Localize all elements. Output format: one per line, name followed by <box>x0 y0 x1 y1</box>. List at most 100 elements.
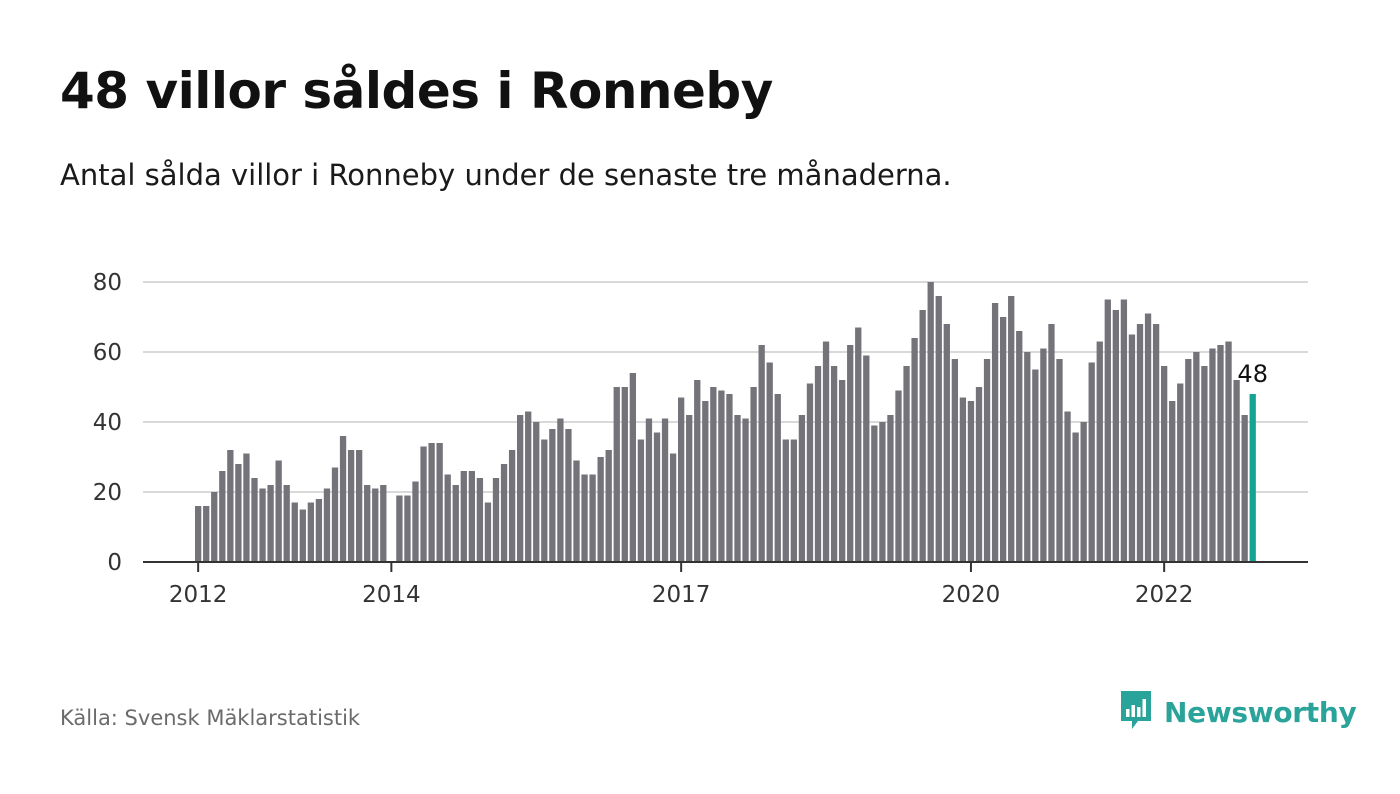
bar <box>710 387 717 562</box>
bar <box>1185 359 1192 562</box>
x-tick-label: 2017 <box>652 582 711 608</box>
bar <box>1152 324 1160 562</box>
bar <box>1112 310 1119 562</box>
bar <box>1064 411 1071 562</box>
bar <box>299 509 306 562</box>
bar <box>1225 341 1232 562</box>
y-tick-label: 60 <box>93 340 122 366</box>
bar <box>468 471 475 562</box>
bar <box>565 429 572 562</box>
bar <box>782 439 789 562</box>
bar <box>895 390 902 562</box>
bar <box>211 492 218 562</box>
bar <box>541 439 548 562</box>
bar <box>871 425 878 562</box>
bar <box>1056 359 1063 562</box>
bar <box>669 453 677 562</box>
bar <box>830 366 838 562</box>
bar <box>412 481 419 562</box>
bar <box>991 303 999 562</box>
y-tick-label: 40 <box>93 410 122 436</box>
x-tick-label: 2020 <box>942 582 1001 608</box>
bar <box>589 474 596 562</box>
bar <box>476 478 484 562</box>
bar <box>492 478 500 562</box>
bar <box>1136 324 1144 562</box>
bar <box>1024 352 1031 562</box>
bar <box>1080 422 1087 562</box>
bar <box>758 345 765 562</box>
bar <box>1040 348 1047 562</box>
bar <box>1161 366 1168 562</box>
bar <box>951 359 958 562</box>
bar <box>1088 362 1095 562</box>
bar <box>1096 341 1103 562</box>
bar <box>364 485 371 562</box>
bar <box>766 362 773 562</box>
bar <box>203 506 210 562</box>
bar <box>557 418 564 562</box>
chart-subtitle: Antal sålda villor i Ronneby under de se… <box>60 158 952 192</box>
x-tick-label: 2022 <box>1135 582 1194 608</box>
bar <box>718 390 725 562</box>
bar <box>1072 432 1079 562</box>
bar <box>822 341 830 562</box>
bar <box>927 282 934 562</box>
bar <box>323 488 331 562</box>
bar <box>774 394 781 562</box>
bar <box>1241 415 1248 562</box>
bar <box>1209 348 1216 562</box>
bar <box>525 411 532 562</box>
bar <box>1000 317 1007 562</box>
y-tick-label: 0 <box>107 550 122 576</box>
bar <box>798 415 806 562</box>
bar <box>1169 401 1176 562</box>
bar <box>814 366 822 562</box>
bar <box>436 443 443 562</box>
bar <box>444 474 451 562</box>
bar <box>903 366 910 562</box>
bar <box>839 380 846 562</box>
bar <box>1032 369 1039 562</box>
newsworthy-logo-icon <box>1118 688 1154 736</box>
brand-logo[interactable]: Newsworthy <box>1118 688 1357 736</box>
bar <box>847 345 854 562</box>
bar <box>694 380 701 562</box>
bar <box>686 415 693 562</box>
bar <box>967 401 975 562</box>
bar <box>315 499 323 562</box>
x-tick-label: 2014 <box>362 582 421 608</box>
bar <box>460 471 467 562</box>
bar <box>863 355 870 562</box>
bar <box>911 338 918 562</box>
bar <box>855 327 862 562</box>
bar <box>790 439 797 562</box>
bar <box>935 296 942 562</box>
bar <box>645 418 653 562</box>
bar-highlight <box>1249 394 1256 562</box>
bar <box>678 397 685 562</box>
source-note: Källa: Svensk Mäklarstatistik <box>60 706 361 730</box>
bar <box>452 485 459 562</box>
y-tick-label: 20 <box>93 480 122 506</box>
bar <box>1193 352 1200 562</box>
bar <box>428 443 435 562</box>
bar <box>726 394 733 562</box>
bar <box>887 415 894 562</box>
bar <box>1008 296 1015 562</box>
bar <box>259 488 266 562</box>
bar <box>1016 331 1023 562</box>
bars <box>195 282 1256 562</box>
bar <box>1177 383 1184 562</box>
bar <box>508 450 516 562</box>
y-tick-label: 80 <box>93 270 122 296</box>
bar <box>959 397 967 562</box>
chart-title: 48 villor såldes i Ronneby <box>60 62 773 120</box>
bar <box>283 485 290 562</box>
bar <box>1217 345 1224 562</box>
bar <box>975 387 983 562</box>
bar <box>661 418 669 562</box>
bar <box>356 450 363 562</box>
bar <box>533 422 540 562</box>
